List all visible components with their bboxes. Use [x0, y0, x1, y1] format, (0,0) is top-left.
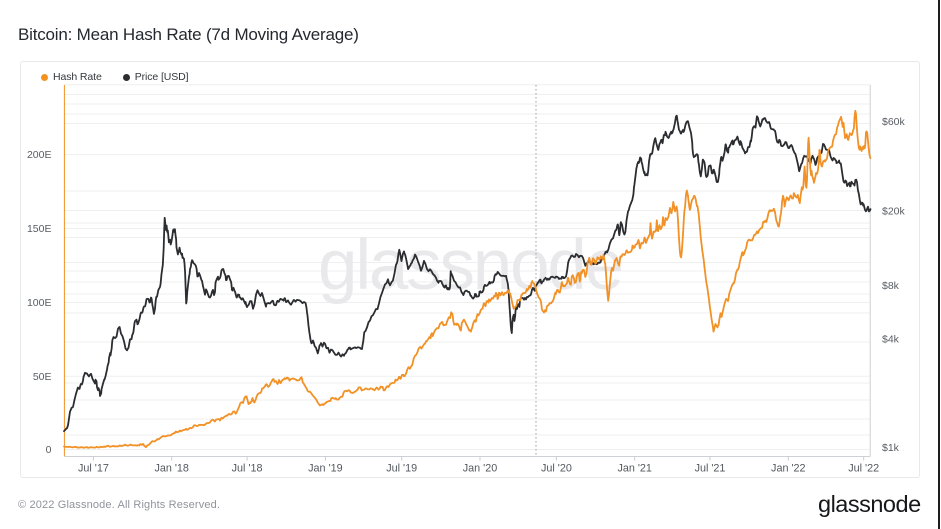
svg-text:Jan '22: Jan '22: [771, 463, 805, 475]
svg-text:Jul '20: Jul '20: [541, 463, 572, 475]
svg-text:Jul '21: Jul '21: [695, 463, 726, 475]
svg-text:$20k: $20k: [882, 205, 906, 217]
svg-text:$60k: $60k: [882, 116, 906, 128]
svg-text:100E: 100E: [27, 297, 52, 309]
svg-text:$1k: $1k: [882, 442, 900, 454]
svg-text:Jan '18: Jan '18: [154, 463, 188, 475]
svg-text:0: 0: [46, 444, 52, 456]
svg-text:Jan '21: Jan '21: [617, 463, 651, 475]
svg-text:Jan '20: Jan '20: [463, 463, 497, 475]
svg-text:Jul '22: Jul '22: [848, 463, 879, 475]
svg-text:$4k: $4k: [882, 334, 900, 346]
svg-text:Jul '19: Jul '19: [386, 463, 417, 475]
svg-text:Jul '18: Jul '18: [232, 463, 263, 475]
svg-text:glassnode: glassnode: [318, 226, 622, 305]
svg-text:Jul '17: Jul '17: [78, 463, 109, 475]
svg-text:Jan '19: Jan '19: [308, 463, 342, 475]
svg-text:200E: 200E: [27, 149, 52, 161]
svg-text:$8k: $8k: [882, 280, 900, 292]
svg-text:150E: 150E: [27, 223, 52, 235]
svg-text:50E: 50E: [33, 371, 52, 383]
